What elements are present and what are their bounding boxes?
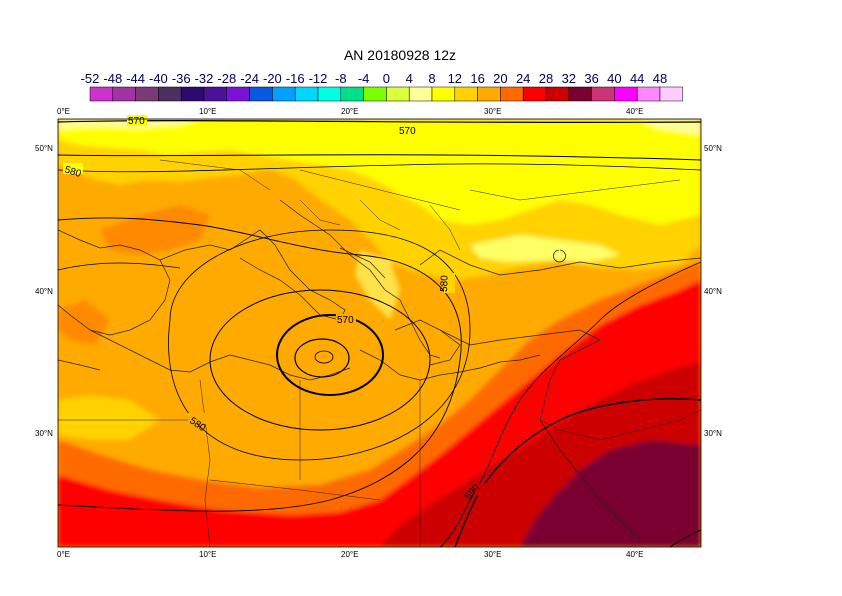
lat-label-left-30: 30°N [35, 429, 53, 438]
legend-swatch [659, 86, 684, 102]
legend-tick-label: -20 [263, 71, 282, 86]
legend-tick-label: -4 [358, 71, 370, 86]
lon-label-top-40: 40°E [626, 107, 643, 116]
legend-tick-label: -40 [149, 71, 168, 86]
legend-tick-label: -32 [195, 71, 214, 86]
map-title: AN 20180928 12z [343, 47, 457, 63]
legend-tick-label: 16 [470, 71, 484, 86]
legend-tick-label: 44 [630, 71, 644, 86]
legend-tick-label: -52 [81, 71, 100, 86]
legend-tick-label: 12 [448, 71, 462, 86]
lon-label-top-10: 10°E [199, 107, 216, 116]
contour-label-580a: 580 [63, 164, 83, 180]
lat-label-right-40: 40°N [704, 287, 722, 296]
contour-label-580c: 580 [439, 275, 451, 292]
temperature-field [58, 119, 701, 547]
contour-label-570c: 570 [337, 315, 354, 326]
lon-label-top-20: 20°E [341, 107, 358, 116]
contour-label-570a: 570 [128, 116, 145, 127]
lat-label-left-40: 40°N [35, 287, 53, 296]
map-frame [57, 118, 702, 548]
lat-label-right-50: 50°N [704, 144, 722, 153]
legend-tick-label: 24 [516, 71, 530, 86]
legend-tick-label: -12 [309, 71, 328, 86]
legend-tick-label: -16 [286, 71, 305, 86]
geopotential-contours [58, 119, 701, 547]
legend-tick-label: 20 [493, 71, 507, 86]
legend-tick-label: -44 [126, 71, 145, 86]
legend-tick-label: -36 [172, 71, 191, 86]
lon-label-bottom-40: 40°E [626, 550, 643, 559]
legend-tick-label: 40 [607, 71, 621, 86]
lon-label-bottom-10: 10°E [199, 550, 216, 559]
legend-tick-label: -28 [217, 71, 236, 86]
lon-label-bottom-0: 0°E [57, 550, 70, 559]
coastlines [58, 159, 701, 547]
contour-label-570b: 570 [399, 126, 416, 137]
lon-label-top-0: 0°E [57, 107, 70, 116]
lon-label-bottom-20: 20°E [341, 550, 358, 559]
legend-tick-label: 32 [562, 71, 576, 86]
legend-tick-label: -24 [240, 71, 259, 86]
legend-tick-label: -8 [335, 71, 347, 86]
lon-label-top-30: 30°E [484, 107, 501, 116]
legend-tick-label: -48 [103, 71, 122, 86]
legend-tick-label: 28 [539, 71, 553, 86]
lat-label-right-30: 30°N [704, 429, 722, 438]
lat-label-left-50: 50°N [35, 144, 53, 153]
color-legend: -52 -48 -44 -40 -36 -32 -28 -24 -20 -16 -12 -8 -4 0 4 8… [81, 71, 684, 102]
legend-tick-label: 36 [584, 71, 598, 86]
legend-tick-label: 4 [406, 71, 413, 86]
legend-tick-label: 0 [383, 71, 390, 86]
legend-tick-label: 48 [653, 71, 667, 86]
legend-tick-label: 8 [428, 71, 435, 86]
lon-label-bottom-30: 30°E [484, 550, 501, 559]
